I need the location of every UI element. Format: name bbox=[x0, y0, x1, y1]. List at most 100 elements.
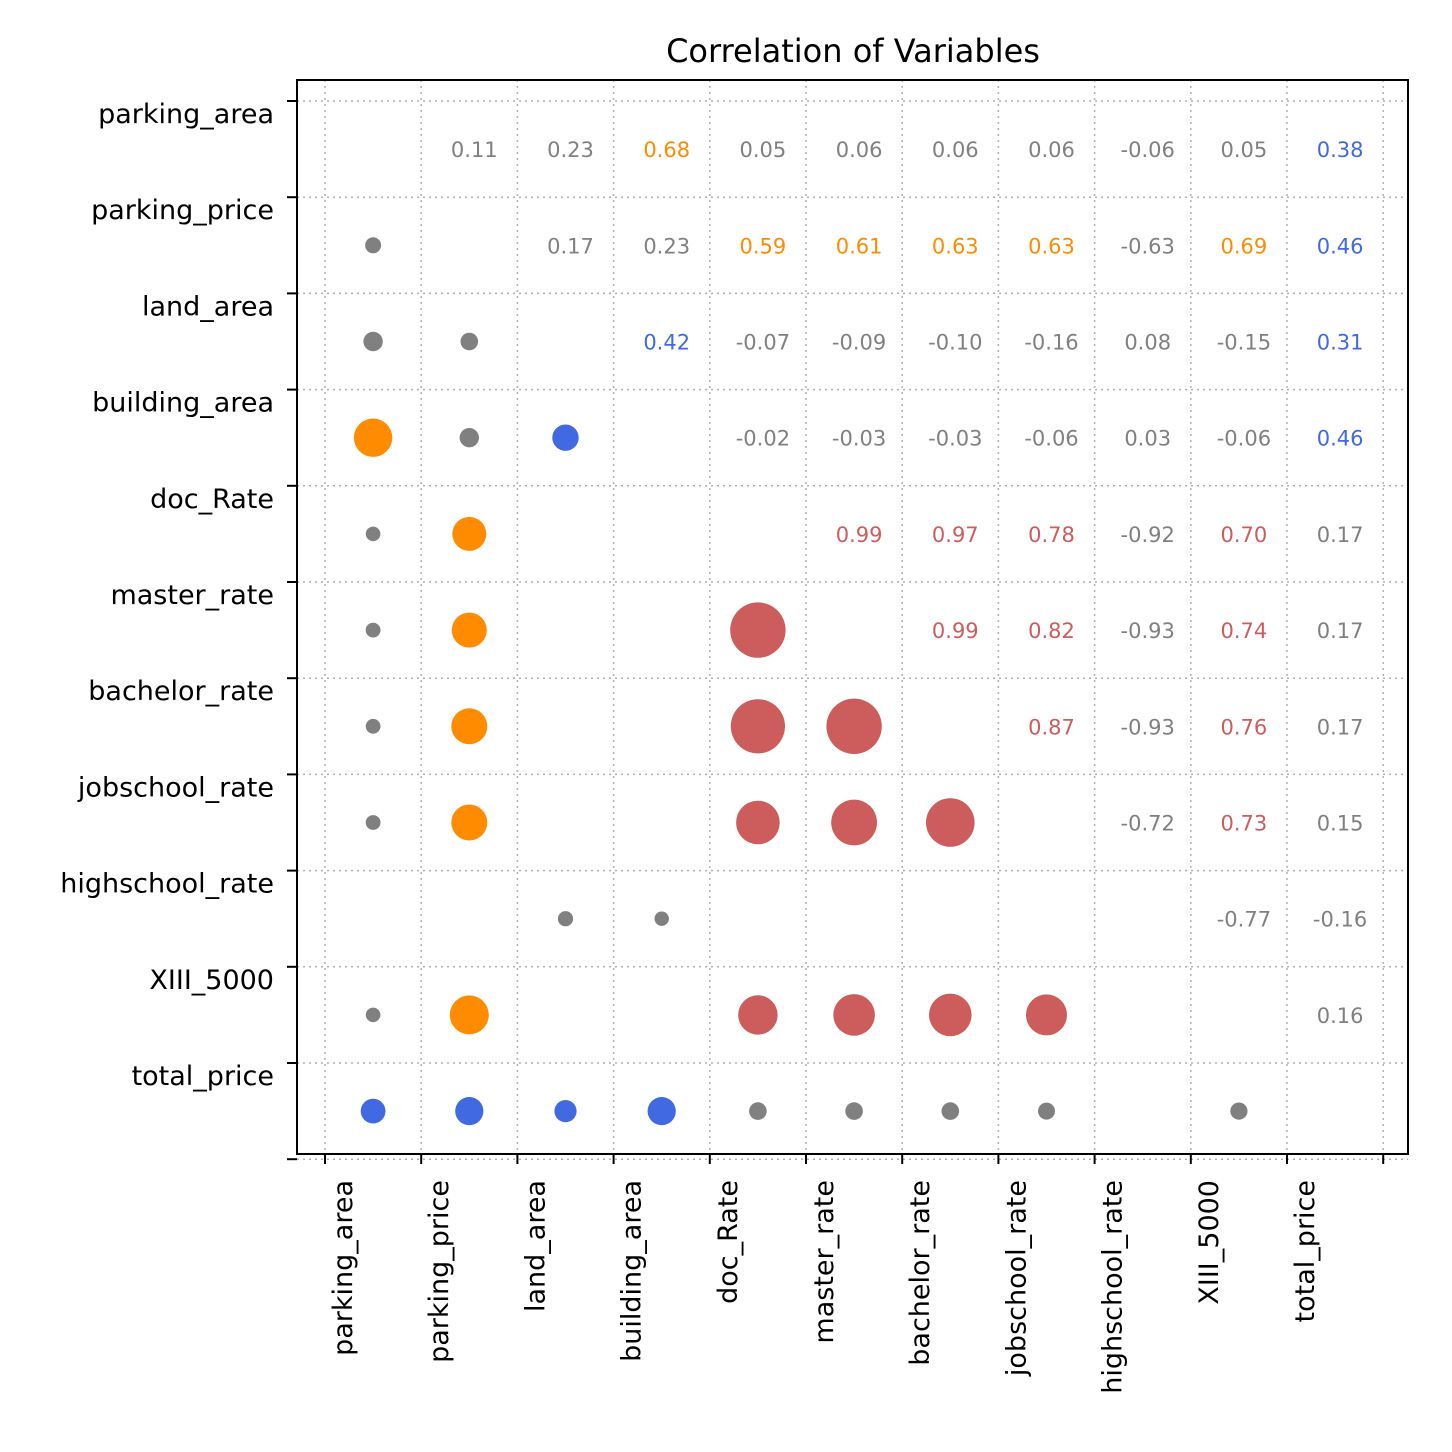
correlation-value-label: 0.78 bbox=[1028, 523, 1075, 547]
correlation-value-label: -0.06 bbox=[1217, 427, 1271, 451]
chart-title: Correlation of Variables bbox=[666, 32, 1040, 70]
correlation-value-label: -0.63 bbox=[1121, 234, 1175, 258]
correlation-marker bbox=[451, 708, 488, 745]
correlation-value-label: 0.15 bbox=[1317, 812, 1364, 836]
correlation-value-label: 0.46 bbox=[1317, 234, 1364, 258]
correlation-marker bbox=[363, 331, 383, 352]
correlation-value-label: 0.69 bbox=[1221, 234, 1268, 258]
correlation-marker bbox=[826, 698, 882, 754]
correlation-value-label: 0.38 bbox=[1317, 138, 1364, 162]
correlation-marker bbox=[452, 516, 487, 551]
correlation-marker bbox=[736, 800, 780, 845]
correlation-marker bbox=[365, 815, 381, 830]
correlation-value-label: -0.10 bbox=[928, 331, 982, 355]
correlation-value-label: 0.06 bbox=[1028, 138, 1075, 162]
correlation-value-label: -0.93 bbox=[1121, 619, 1175, 643]
correlation-marker bbox=[831, 799, 877, 846]
correlation-value-label: -0.77 bbox=[1217, 908, 1271, 932]
correlation-marker bbox=[730, 699, 786, 754]
correlation-value-label: -0.72 bbox=[1121, 812, 1175, 836]
grid-layer bbox=[297, 80, 1408, 1160]
correlation-marker bbox=[552, 424, 579, 451]
correlation-marker bbox=[1026, 994, 1067, 1036]
correlation-marker bbox=[365, 622, 381, 638]
correlation-value-label: 0.23 bbox=[547, 138, 594, 162]
correlation-value-label: -0.03 bbox=[832, 427, 886, 451]
value-label-layer: 0.11 0.23 0.68 0.05 0.06 0.06 0.06 -0.06 0.05 0.3… bbox=[451, 138, 1367, 1028]
correlation-marker bbox=[730, 602, 786, 658]
x-tick-label: XIII_5000 bbox=[1194, 1180, 1225, 1305]
x-tick-label: highschool_rate bbox=[1098, 1180, 1129, 1394]
correlation-marker bbox=[365, 1007, 381, 1023]
y-tick-label: master_rate bbox=[110, 580, 274, 611]
correlation-value-label: 0.76 bbox=[1221, 715, 1268, 739]
correlation-value-label: 0.87 bbox=[1028, 715, 1075, 739]
correlation-value-label: 0.05 bbox=[740, 138, 787, 162]
correlation-value-label: 0.08 bbox=[1124, 331, 1171, 355]
correlation-marker bbox=[451, 804, 488, 841]
correlation-value-label: -0.93 bbox=[1121, 715, 1175, 739]
correlation-value-label: -0.06 bbox=[1121, 138, 1175, 162]
x-tick-label: land_area bbox=[520, 1180, 551, 1312]
marker-layer bbox=[353, 237, 1248, 1126]
correlation-value-label: 0.16 bbox=[1317, 1004, 1364, 1028]
x-tick-label: doc_Rate bbox=[713, 1180, 744, 1304]
correlation-marker bbox=[833, 994, 875, 1036]
y-tick-label: jobschool_rate bbox=[77, 772, 274, 803]
correlation-value-label: 0.17 bbox=[1317, 523, 1364, 547]
correlation-marker bbox=[455, 1097, 484, 1126]
correlation-marker bbox=[738, 995, 778, 1035]
x-tick-label: parking_price bbox=[424, 1180, 455, 1363]
correlation-marker bbox=[1038, 1102, 1055, 1120]
y-tick-label: parking_price bbox=[91, 195, 274, 226]
correlation-marker bbox=[1230, 1102, 1248, 1120]
correlation-marker bbox=[926, 798, 975, 847]
correlation-value-label: 0.70 bbox=[1221, 523, 1268, 547]
correlation-value-label: 0.73 bbox=[1221, 812, 1268, 836]
correlation-value-label: 0.59 bbox=[740, 234, 787, 258]
correlation-value-label: 0.61 bbox=[836, 234, 883, 258]
correlation-marker bbox=[460, 332, 479, 351]
correlation-value-label: 0.42 bbox=[643, 331, 690, 355]
correlation-value-label: -0.06 bbox=[1024, 427, 1078, 451]
correlation-value-label: 0.06 bbox=[836, 138, 883, 162]
correlation-value-label: -0.15 bbox=[1217, 331, 1271, 355]
correlation-value-label: 0.99 bbox=[932, 619, 979, 643]
correlation-value-label: 0.03 bbox=[1124, 427, 1171, 451]
correlation-value-label: 0.63 bbox=[1028, 234, 1075, 258]
y-tick-label: parking_area bbox=[98, 99, 274, 130]
correlation-value-label: 0.11 bbox=[451, 138, 498, 162]
correlation-marker bbox=[845, 1102, 863, 1120]
plot-frame bbox=[296, 79, 1409, 1155]
correlation-value-label: 0.23 bbox=[643, 234, 690, 258]
correlation-marker bbox=[554, 1100, 577, 1123]
correlation-marker bbox=[360, 1098, 386, 1124]
correlation-marker bbox=[654, 911, 669, 926]
correlation-value-label: 0.06 bbox=[932, 138, 979, 162]
correlation-value-label: 0.17 bbox=[1317, 715, 1364, 739]
correlation-value-label: 0.74 bbox=[1221, 619, 1268, 643]
correlation-value-label: 0.17 bbox=[547, 234, 594, 258]
correlation-value-label: 0.97 bbox=[932, 523, 979, 547]
correlation-marker bbox=[365, 718, 381, 734]
y-tick-label: bachelor_rate bbox=[88, 676, 274, 707]
correlation-marker bbox=[941, 1102, 960, 1120]
correlation-value-label: 0.68 bbox=[643, 138, 690, 162]
y-tick-label: highschool_rate bbox=[60, 869, 274, 900]
x-tick-label: parking_area bbox=[328, 1180, 359, 1356]
correlation-marker bbox=[365, 237, 382, 254]
correlation-value-label: -0.02 bbox=[736, 427, 790, 451]
correlation-value-label: -0.07 bbox=[736, 331, 790, 355]
correlation-value-label: -0.16 bbox=[1313, 908, 1367, 932]
correlation-marker bbox=[459, 428, 479, 448]
correlation-marker bbox=[353, 418, 393, 457]
correlation-marker bbox=[449, 995, 489, 1035]
y-tick-label: doc_Rate bbox=[150, 484, 274, 515]
correlation-marker bbox=[929, 993, 972, 1037]
correlation-marker bbox=[647, 1097, 676, 1126]
correlation-value-label: -0.03 bbox=[928, 427, 982, 451]
correlation-value-label: 0.31 bbox=[1317, 331, 1364, 355]
correlation-value-label: 0.82 bbox=[1028, 619, 1075, 643]
x-tick-label: building_area bbox=[617, 1180, 648, 1362]
y-tick-label: XIII_5000 bbox=[149, 965, 274, 996]
